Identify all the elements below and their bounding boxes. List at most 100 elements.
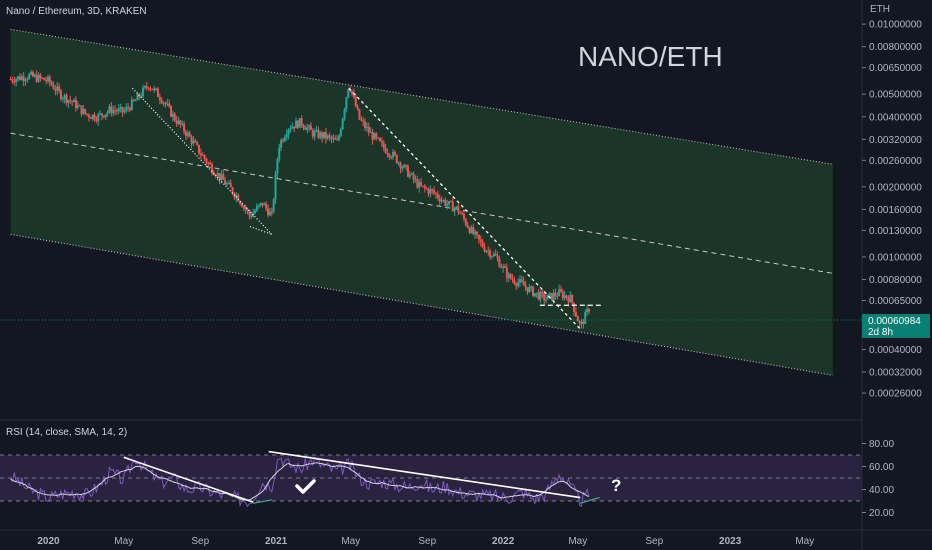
candle-body (69, 99, 72, 102)
candle-body (545, 299, 548, 301)
channel-upper-line[interactable] (10, 28, 833, 165)
candle-body (281, 140, 284, 142)
candle-body (341, 118, 344, 130)
candle-body (401, 167, 404, 169)
candle-body (406, 166, 409, 177)
candle-body (543, 293, 546, 301)
rsi-divergence-line[interactable] (253, 499, 272, 504)
candle-body (580, 321, 583, 324)
candle-body (102, 115, 105, 118)
candle-body (95, 119, 98, 122)
currency-label: ETH (870, 4, 890, 15)
candle-body (423, 185, 426, 189)
candle-body (481, 241, 484, 248)
channel-middle-line[interactable] (10, 132, 833, 274)
candle-body (9, 79, 12, 81)
candle-body (434, 193, 437, 195)
candle-body (73, 99, 76, 103)
candle-body (571, 294, 574, 303)
candle-body (173, 113, 176, 121)
time-tick-label: Sep (418, 536, 436, 547)
candle-body (285, 134, 288, 138)
candle-body (561, 291, 564, 299)
candle-body (289, 128, 292, 130)
candle-body (552, 292, 555, 300)
candle-body (362, 120, 365, 122)
candle-body (586, 309, 589, 312)
rsi-line[interactable] (10, 456, 590, 508)
candle-body (584, 311, 587, 324)
candle-body (179, 120, 182, 125)
rsi-pane[interactable] (0, 450, 862, 508)
candle-body (192, 140, 195, 144)
candle-body (35, 74, 38, 82)
candle-body (535, 292, 538, 294)
candle-body (365, 126, 368, 129)
candle-body (100, 113, 103, 116)
candle-body (509, 274, 512, 279)
rsi-trendline[interactable] (268, 450, 581, 499)
time-tick-label: May (114, 536, 133, 547)
candle-body (524, 285, 527, 288)
price-trendlines[interactable] (132, 87, 603, 330)
trendline[interactable] (132, 87, 273, 235)
rsi-band (0, 455, 862, 501)
candle-body (429, 189, 432, 194)
rsi-axis[interactable]: 80.00 60.00 40.00 20.00 (862, 439, 894, 519)
candle-body (367, 126, 370, 133)
candle-body (242, 206, 245, 208)
candle-body (145, 86, 148, 88)
candle-body (337, 136, 340, 140)
candle-body (24, 79, 27, 81)
symbol-header: Nano / Ethereum, 3D, KRAKEN (6, 6, 147, 17)
candle-body (216, 172, 219, 177)
candle-body (127, 107, 130, 109)
candle-body (511, 278, 514, 280)
candle-body (287, 129, 290, 135)
candle-body (220, 174, 223, 180)
price-tick-label: 0.00800000 (869, 42, 922, 53)
candle-body (453, 208, 456, 212)
candle-body (414, 179, 417, 181)
candle-body (268, 211, 271, 216)
candle-body (270, 211, 273, 213)
last-price-badge[interactable]: 0.00060984 2d 8h (0, 314, 930, 338)
candle-body (74, 99, 77, 109)
rsi-trendline[interactable] (123, 456, 254, 503)
candle-body (143, 86, 146, 88)
candle-body (41, 77, 44, 79)
candle-body (54, 88, 57, 91)
price-tick-label: 0.00080000 (869, 275, 922, 286)
trendline[interactable] (249, 226, 272, 235)
candle-body (440, 200, 443, 202)
time-tick-label: 2022 (492, 536, 515, 547)
candle-body (212, 173, 215, 176)
candle-body (324, 132, 327, 139)
candle-body (332, 138, 335, 140)
price-tick-label: 0.00130000 (869, 226, 922, 237)
time-tick-label: May (795, 536, 814, 547)
dashed-trendline[interactable] (348, 87, 581, 330)
candle-body (462, 214, 465, 220)
candle-body (28, 74, 31, 79)
candle-body (436, 194, 439, 199)
candle-body (345, 97, 348, 110)
candle-body (427, 188, 430, 194)
candle-body (380, 141, 383, 143)
rsi-divergence-line[interactable] (580, 496, 600, 504)
regression-channel[interactable] (10, 28, 833, 376)
candle-body (563, 295, 566, 299)
channel-lower-line[interactable] (10, 233, 833, 376)
candle-body (31, 71, 34, 77)
candle-body (26, 78, 29, 80)
price-tick-label: 0.00065000 (869, 296, 922, 307)
channel-fill (10, 29, 833, 376)
candle-body (37, 74, 40, 82)
time-tick-label: May (568, 536, 587, 547)
rsi-sma-line[interactable] (10, 462, 590, 501)
candle-body (558, 289, 561, 296)
candles[interactable] (9, 69, 590, 329)
time-axis[interactable]: 2020 May Sep 2021 May Sep 2022 May Sep 2023 May (37, 536, 814, 547)
candle-body (184, 131, 187, 136)
